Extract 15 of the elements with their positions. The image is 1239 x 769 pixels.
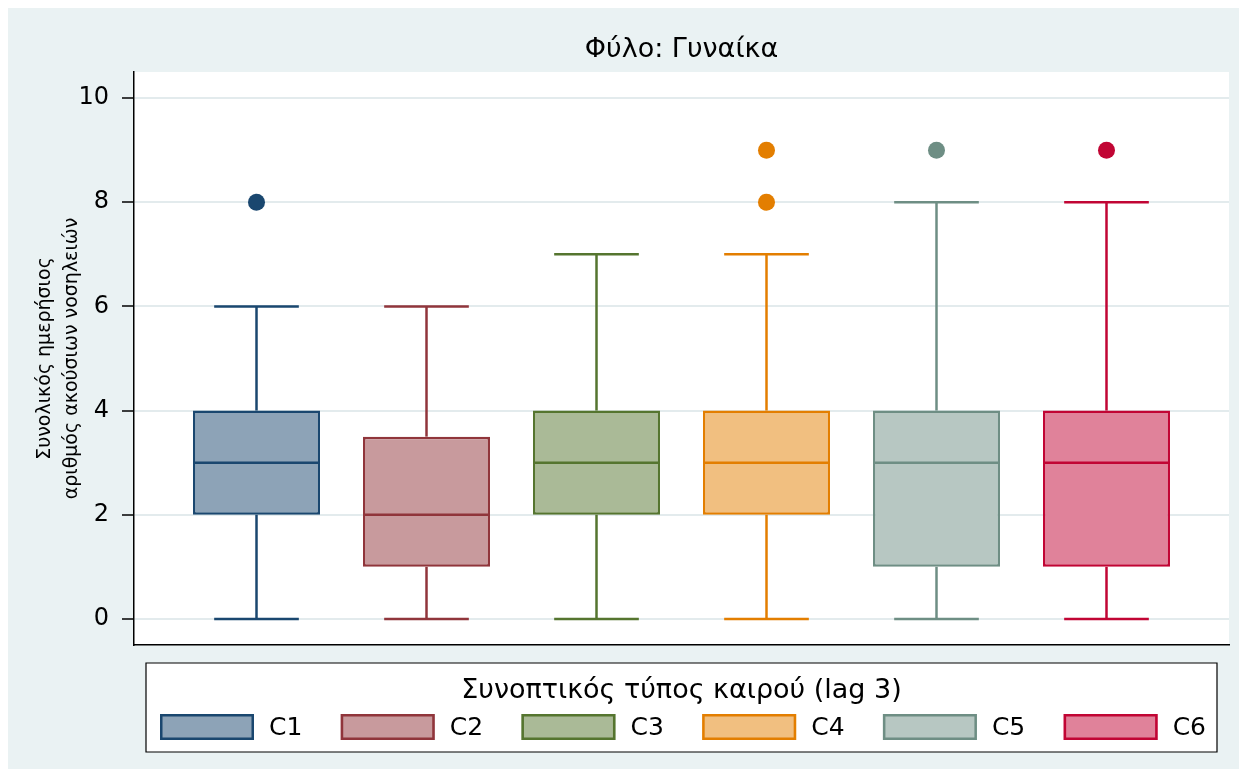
y-axis-title: Συνολικός ημερήσιος αριθμός ακούσιων νοσηλειών — [31, 217, 82, 500]
legend-label: C6 — [1172, 711, 1207, 741]
legend-label: C1 — [269, 711, 303, 741]
chart-title: Φύλο: Γυναίκα — [584, 32, 779, 64]
y-tick-label: 8 — [93, 186, 109, 215]
legend-label: C4 — [811, 711, 845, 741]
y-tick-label: 2 — [93, 499, 109, 528]
y-tick-label: 10 — [78, 82, 109, 111]
y-tick-label: 6 — [93, 290, 109, 319]
legend-title: Συνοπτικός τύπος καιρού (lag 3) — [461, 673, 902, 705]
y-tick-label: 0 — [93, 603, 109, 632]
legend-label: C5 — [991, 711, 1026, 741]
y-tick-label: 4 — [93, 394, 109, 423]
legend-label: C3 — [630, 711, 664, 741]
legend-label: C2 — [449, 711, 484, 741]
